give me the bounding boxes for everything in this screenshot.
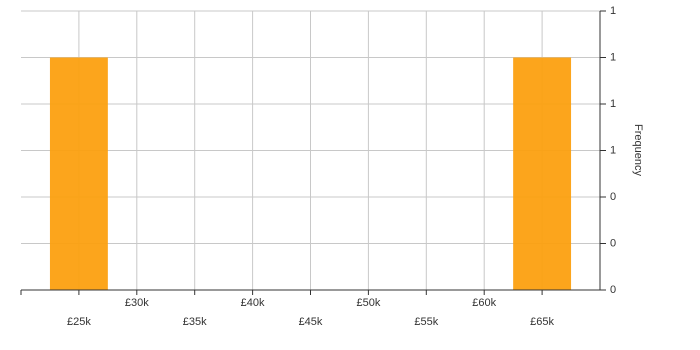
- bar: [49, 57, 108, 290]
- x-tick-label: £60k: [472, 297, 496, 309]
- y-tick-label: 0: [610, 237, 616, 249]
- x-tick-label: £35k: [183, 316, 207, 328]
- y-axis-label: Frequency: [632, 124, 644, 176]
- y-tick-label: 1: [610, 144, 616, 156]
- x-tick-label: £30k: [125, 297, 149, 309]
- y-tick-label: 0: [610, 191, 616, 203]
- y-tick-label: 1: [610, 98, 616, 110]
- x-tick-label: £45k: [299, 316, 323, 328]
- y-tick-label: 1: [610, 51, 616, 63]
- y-tick-label: 0: [610, 284, 616, 296]
- bar: [513, 57, 572, 290]
- x-tick-label: £40k: [241, 297, 265, 309]
- x-tick-label: £50k: [356, 297, 380, 309]
- x-tick-label: £65k: [530, 316, 554, 328]
- x-tick-label: £25k: [67, 316, 91, 328]
- x-tick-label: £55k: [414, 316, 438, 328]
- y-tick-label: 1: [610, 5, 616, 17]
